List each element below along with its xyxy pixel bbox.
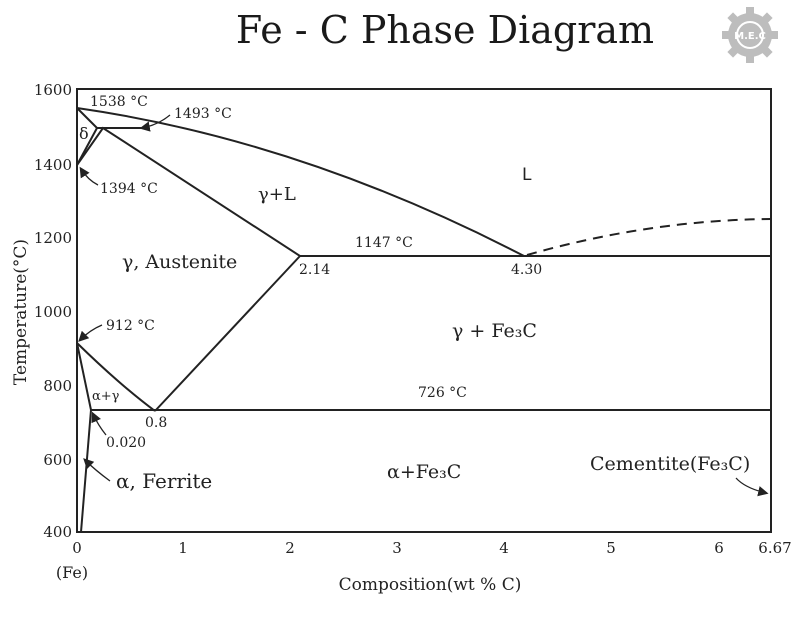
- fe-origin-note: (Fe): [56, 563, 88, 582]
- arrow-912: [78, 324, 103, 342]
- x-tick: 5: [606, 539, 616, 557]
- annotation-1147: 1147 °C: [355, 235, 413, 251]
- y-tick: 400: [43, 523, 72, 541]
- region-alpha-gamma: α+γ: [92, 389, 120, 404]
- region-ferrite: α, Ferrite: [116, 469, 212, 493]
- y-axis-label: Temperature(°C): [11, 239, 31, 385]
- gamma-solidus-line: [76, 126, 301, 257]
- annotation-2-14: 2.14: [299, 262, 330, 278]
- annotation-1538: 1538 °C: [90, 94, 148, 110]
- mec-logo: M.E.C: [720, 5, 780, 65]
- arrow-1394: [79, 166, 99, 186]
- arrow-ferrite: [83, 458, 111, 482]
- phase-boundaries: [76, 107, 772, 533]
- annotation-1493: 1493 °C: [174, 106, 232, 122]
- acm-line: [154, 255, 301, 412]
- annotation-912: 912 °C: [106, 318, 155, 334]
- region-delta: δ: [79, 124, 89, 143]
- region-gamma-liquid: γ+L: [258, 184, 296, 205]
- x-axis-ticks: 0 1 2 3 4 5 6 6.67: [72, 539, 791, 557]
- region-austenite: γ, Austenite: [122, 251, 237, 273]
- x-axis-label: Composition(wt % C): [339, 575, 522, 595]
- y-tick: 600: [43, 451, 72, 469]
- region-labels: L γ+L δ γ, Austenite γ + Fe₃C α+γ α, Fer…: [79, 124, 750, 493]
- region-gamma-cementite: γ + Fe₃C: [452, 320, 537, 342]
- y-tick: 1000: [34, 303, 72, 321]
- x-tick: 6: [714, 539, 724, 557]
- annotation-0-020: 0.020: [106, 435, 146, 451]
- logo-text: M.E.C: [734, 31, 766, 42]
- annotation-726: 726 °C: [418, 385, 467, 401]
- alpha-solvus-line: [76, 342, 93, 533]
- y-tick: 1200: [34, 229, 72, 247]
- region-cementite: Cementite(Fe₃C): [590, 453, 750, 475]
- x-tick: 4: [499, 539, 509, 557]
- x-tick: 2: [285, 539, 295, 557]
- annotations: 1538 °C 1493 °C 1394 °C 1147 °C 912 °C 7…: [90, 94, 542, 451]
- a3-line: [76, 342, 156, 412]
- x-tick: 0: [72, 539, 82, 557]
- region-alpha-cementite: α+Fe₃C: [387, 461, 461, 483]
- plot-frame: [76, 88, 772, 533]
- delta-upper-boundary: [76, 107, 98, 129]
- gear-icon: M.E.C: [722, 7, 778, 63]
- x-tick: 1: [178, 539, 188, 557]
- region-liquid: L: [522, 165, 532, 185]
- annotation-0-8: 0.8: [145, 415, 167, 431]
- liquidus-line: [76, 107, 525, 257]
- y-tick: 1400: [34, 156, 72, 174]
- x-tick: 3: [392, 539, 402, 557]
- arrow-1493: [139, 114, 171, 132]
- annotation-1394: 1394 °C: [100, 181, 158, 197]
- x-tick: 6.67: [758, 539, 791, 557]
- arrow-cementite: [735, 477, 769, 497]
- y-tick: 800: [43, 377, 72, 395]
- chart-title: Fe - C Phase Diagram: [235, 8, 655, 52]
- y-axis-ticks: 1600 1400 1200 1000 800 600 400: [34, 81, 72, 541]
- y-tick: 1600: [34, 81, 72, 99]
- cementite-liquidus-dashed: [526, 218, 772, 256]
- annotation-4-30: 4.30: [511, 262, 542, 278]
- arrow-0020: [91, 411, 107, 436]
- annotation-arrows: [78, 114, 769, 497]
